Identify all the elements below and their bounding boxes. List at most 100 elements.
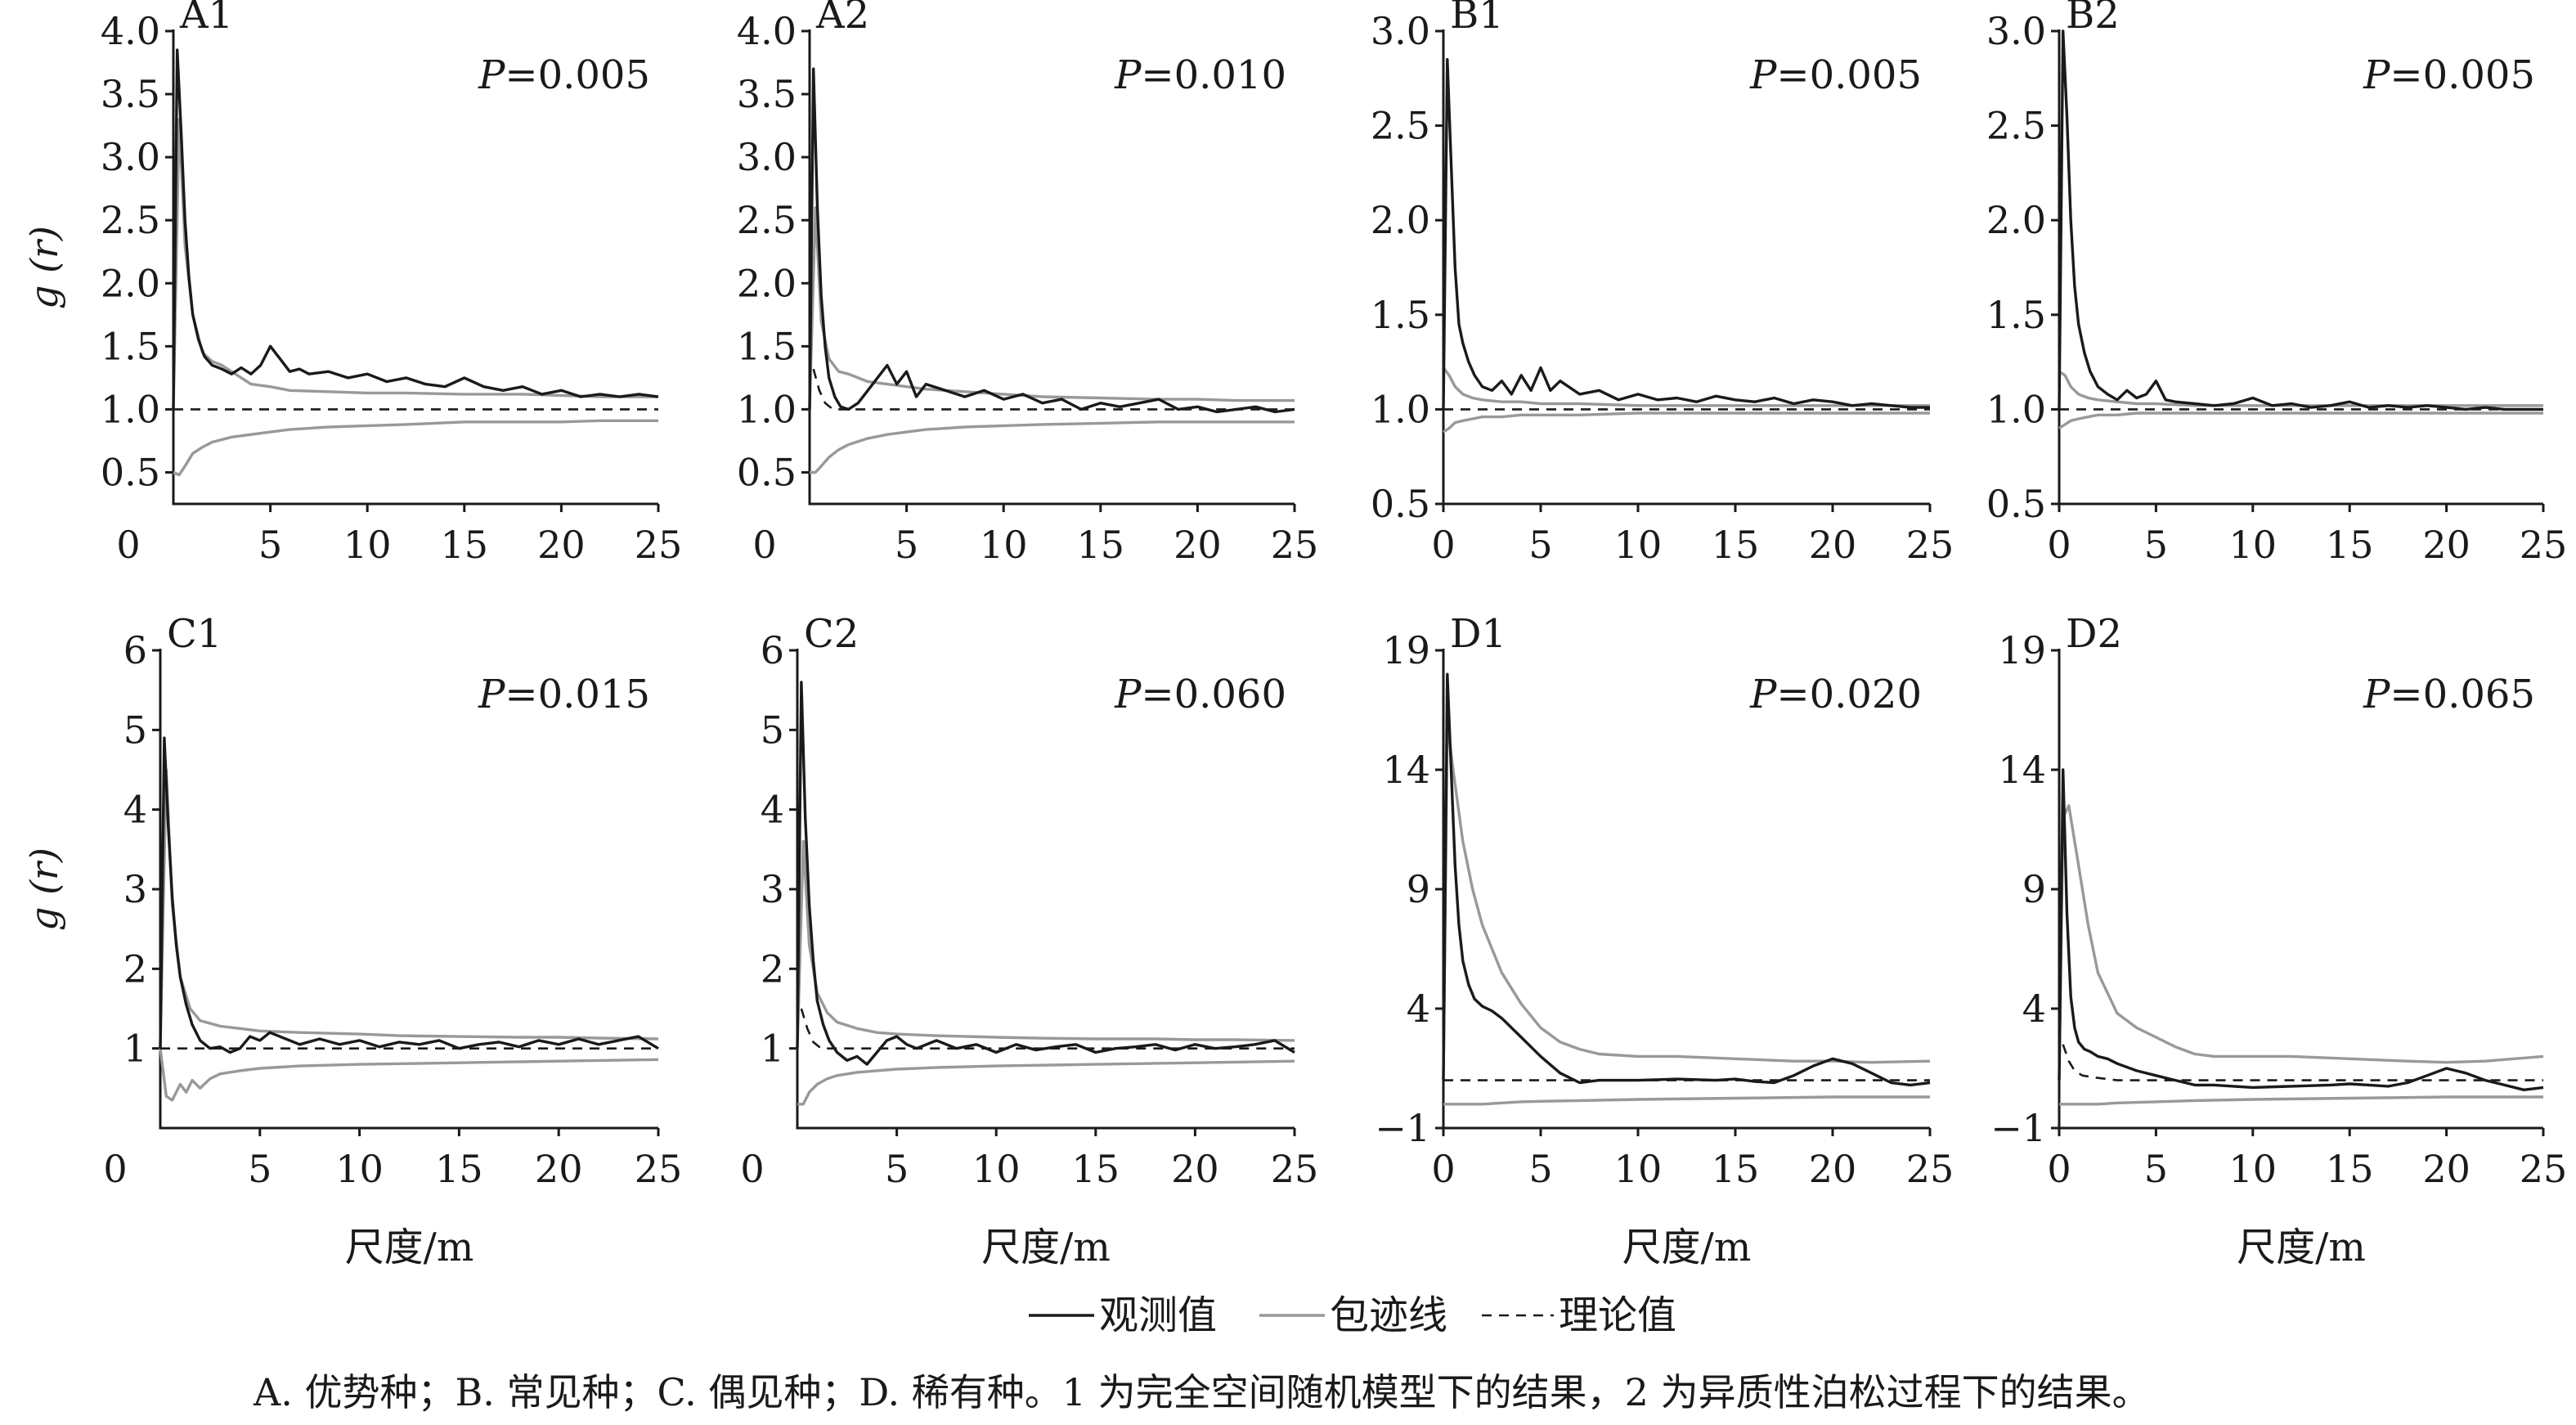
panel-d1-ytick-label: 9	[1407, 867, 1430, 911]
panel-c1-axes	[159, 649, 658, 1130]
panel-a1-p-number: =0.005	[505, 52, 650, 98]
panel-b2-xtick-label: 0	[2047, 523, 2071, 567]
panel-d1-observed-line	[1442, 672, 1931, 1087]
panel-a1-ytick-label: 4.0	[101, 9, 160, 53]
panel-a2-p-value: P=0.010	[1114, 52, 1286, 98]
panel-d2-envelope-lower-line	[2059, 1095, 2543, 1106]
panel-c1-p-symbol: P	[478, 672, 505, 717]
panel-b2-xtick-label: 15	[2326, 523, 2374, 567]
panel-c2-ytick-label: 4	[761, 788, 784, 832]
panel-d2-title: D2	[2066, 611, 2122, 657]
panel-d1-xlabel: 尺度/m	[1622, 1225, 1752, 1270]
panel-a2-ytick-label: 2.0	[737, 261, 797, 305]
panel-b2-envelope-upper-line	[2058, 370, 2543, 407]
legend-envelope-label: 包迹线	[1330, 1292, 1447, 1338]
panel-a2-ytick-label: 1.5	[737, 324, 797, 368]
panel-d1-xtick-label: 0	[1431, 1147, 1455, 1191]
panel-d1-ytick-label: 4	[1407, 987, 1430, 1031]
panel-a2-ytick-label: 1.0	[737, 387, 797, 431]
panel-b2-ytick-label: 2.0	[1986, 198, 2046, 242]
panel-c2-xlabel: 尺度/m	[981, 1225, 1111, 1270]
panel-a1-ytick-label: 2.5	[101, 198, 160, 242]
panel-b1-ytick-label: 1.5	[1371, 293, 1430, 337]
panels: 4.03.53.02.52.01.51.00.50 5 10 15 20 25A1P=0.…	[22, 0, 2567, 1270]
panel-a1-xtick-label: 10	[343, 523, 392, 567]
panel-c2-theoretical-line	[800, 1008, 1295, 1050]
panel-a1-xtick-label: 15	[441, 523, 489, 567]
panel-d2-xlabel: 尺度/m	[2237, 1225, 2366, 1270]
panel-a2-ytick-label: 2.5	[737, 198, 797, 242]
panel-d2-xtick-label: 25	[2520, 1147, 2568, 1191]
panel-a1-ytick-label: 3.5	[101, 72, 160, 116]
panel-c2-observed-line	[796, 681, 1295, 1066]
panel-a2-ytick-label: 3.0	[737, 135, 797, 179]
panel-a1: 4.0 3.5 3.0 2.5 2.0 1.5 1.0 0.5 0 5 10 15 20 25 A1 P=0.…	[22, 0, 682, 567]
panel-a2-xtick-label: 10	[980, 523, 1028, 567]
panel-d1-p-value: P=0.020	[1749, 672, 1922, 717]
panel-c1-xtick-label: 25	[635, 1147, 683, 1191]
panel-b1-xtick-label: 20	[1809, 523, 1857, 567]
panel-c1-ytick-label: 4	[123, 788, 147, 832]
panel-d2-xtick-label: 5	[2144, 1147, 2168, 1191]
panel-b1-xtick-label: 15	[1712, 523, 1760, 567]
panel-a1-xtick-label: 20	[537, 523, 586, 567]
legend-theoretical-label: 理论值	[1559, 1292, 1676, 1338]
panel-d2-xtick-label: 15	[2326, 1147, 2374, 1191]
panel-d2-ytick-label: 9	[2022, 867, 2046, 911]
panel-d2-ytick-label: −1	[1990, 1106, 2046, 1150]
panel-b1: 3.0 2.5 2.0 1.5 1.0 0.50 5 10 15 20 25 B1 P=0.005	[1371, 0, 1954, 567]
figure-caption: A. 优势种；B. 常见种；C. 偶见种；D. 稀有种。1 为完全空间随机模型下…	[253, 1370, 2150, 1414]
panel-b2-xtick-label: 5	[2144, 523, 2168, 567]
panel-a2-envelope-upper-line	[808, 206, 1295, 410]
panel-c1-xtick-label: 15	[435, 1147, 483, 1191]
panel-c2-title: C2	[804, 611, 859, 657]
panel-c2-p-value: P=0.060	[1114, 672, 1286, 717]
panel-a2-axes	[808, 29, 1295, 506]
panel-b2-axes	[2058, 29, 2543, 506]
panel-c2-envelope-lower-line	[797, 1059, 1295, 1106]
panel-b1-xtick-label: 25	[1906, 523, 1954, 567]
panel-c2-ytick-label: 6	[761, 628, 784, 672]
panel-d2-p-number: =0.065	[2390, 672, 2535, 717]
panel-b1-ytick-label: 2.0	[1371, 198, 1430, 242]
panel-d2-ytick-label: 19	[1998, 628, 2046, 672]
panel-c1-ylabel-r: (r)	[22, 847, 66, 895]
legend-observed-label: 观测值	[1099, 1292, 1217, 1338]
panel-b2-xtick-label: 25	[2520, 523, 2568, 567]
panel-d1-title: D1	[1450, 611, 1506, 657]
panel-c1-xtick-label: 10	[335, 1147, 384, 1191]
panel-d2-xtick-label: 0	[2047, 1147, 2071, 1191]
panel-a2-xtick-label: 15	[1077, 523, 1125, 567]
panel-b1-observed-line	[1442, 58, 1930, 410]
panel-d2-ytick-label: 4	[2022, 987, 2046, 1031]
panel-b1-p-number: =0.005	[1776, 52, 1922, 98]
panel-b2-p-value: P=0.005	[2363, 52, 2535, 98]
panel-a2-origin-label: 0	[752, 523, 776, 567]
panel-b1-ytick-label: 3.0	[1371, 9, 1430, 53]
panel-d1-xtick-label: 5	[1528, 1147, 1552, 1191]
panel-c1-title: C1	[167, 611, 222, 657]
panel-c2-xtick-label: 25	[1271, 1147, 1319, 1191]
panel-c2-p-number: =0.060	[1141, 672, 1286, 717]
panel-b1-envelope-lower-line	[1443, 411, 1930, 434]
panel-a2-theoretical-line	[812, 368, 1295, 411]
panel-a2-observed-line	[808, 67, 1295, 414]
panel-c2-xtick-label: 20	[1171, 1147, 1219, 1191]
panel-d2-p-symbol: P	[2363, 672, 2390, 717]
panel-d2-xtick-label: 10	[2229, 1147, 2278, 1191]
panel-a2-ytick-label: 0.5	[737, 450, 797, 494]
panel-c1-p-value: P=0.015	[478, 672, 650, 717]
panel-b2-title: B2	[2066, 0, 2120, 38]
panel-c2-ytick-label: 1	[761, 1027, 784, 1071]
panel-d1-xtick-label: 25	[1906, 1147, 1954, 1191]
panel-a2-xtick-label: 25	[1271, 523, 1319, 567]
panel-b1-xtick-label: 10	[1614, 523, 1663, 567]
panel-b1-xtick-label: 0	[1431, 523, 1455, 567]
panel-c1-ytick-label: 3	[123, 867, 147, 911]
panel-d2-observed-line	[2058, 768, 2544, 1091]
panel-d2-envelope-upper-line	[2058, 804, 2544, 1081]
panel-d1-ytick-label: −1	[1375, 1106, 1430, 1150]
panel-a1-origin-label: 0	[116, 523, 140, 567]
panel-a1-ytick-label: 2.0	[101, 261, 160, 305]
panel-c2-origin-label: 0	[740, 1147, 764, 1191]
